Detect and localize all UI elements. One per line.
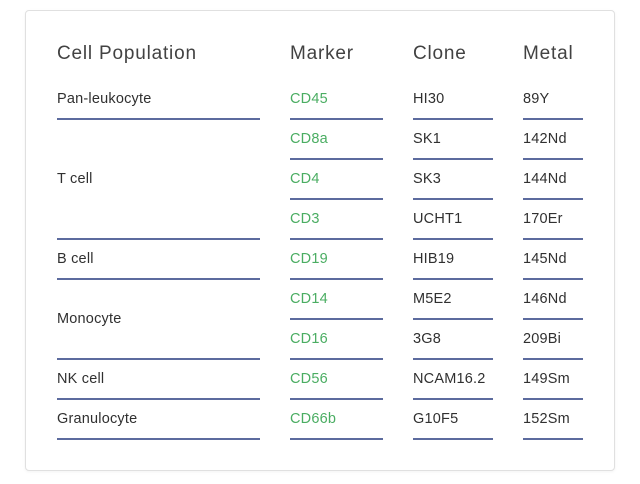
population-cell-monocyte: Monocyte (57, 280, 260, 360)
clone-cell-3g8: 3G8 (413, 320, 493, 360)
metal-cell-209bi: 209Bi (523, 320, 583, 360)
antibody-panel-table: Cell Population Marker Clone Metal Pan-l… (57, 36, 583, 440)
population-cell-granulocyte: Granulocyte (57, 400, 260, 440)
marker-link-cd19[interactable]: CD19 (290, 240, 383, 280)
metal-cell-144nd: 144Nd (523, 160, 583, 200)
marker-link-cd4[interactable]: CD4 (290, 160, 383, 200)
metal-cell-146nd: 146Nd (523, 280, 583, 320)
column-header-cell-population: Cell Population (57, 43, 197, 64)
clone-cell-hi30: HI30 (413, 80, 493, 120)
clone-cell-hib19: HIB19 (413, 240, 493, 280)
column-header-metal: Metal (523, 43, 574, 64)
marker-link-cd66b[interactable]: CD66b (290, 400, 383, 440)
marker-link-cd56[interactable]: CD56 (290, 360, 383, 400)
marker-link-cd14[interactable]: CD14 (290, 280, 383, 320)
population-cell-t-cell: T cell (57, 120, 260, 240)
marker-link-cd45[interactable]: CD45 (290, 80, 383, 120)
marker-link-cd8a[interactable]: CD8a (290, 120, 383, 160)
clone-cell-m5e2: M5E2 (413, 280, 493, 320)
marker-link-cd3[interactable]: CD3 (290, 200, 383, 240)
population-cell-b-cell: B cell (57, 240, 260, 280)
column-header-marker: Marker (290, 43, 354, 64)
clone-cell-sk1: SK1 (413, 120, 493, 160)
clone-cell-g10f5: G10F5 (413, 400, 493, 440)
clone-cell-ucht1: UCHT1 (413, 200, 493, 240)
antibody-panel-card: Cell Population Marker Clone Metal Pan-l… (25, 10, 615, 471)
metal-cell-170er: 170Er (523, 200, 583, 240)
population-cell-nk-cell: NK cell (57, 360, 260, 400)
clone-cell-sk3: SK3 (413, 160, 493, 200)
metal-cell-152sm: 152Sm (523, 400, 583, 440)
column-header-clone: Clone (413, 43, 467, 64)
metal-cell-142nd: 142Nd (523, 120, 583, 160)
metal-cell-89y: 89Y (523, 80, 583, 120)
metal-cell-145nd: 145Nd (523, 240, 583, 280)
population-cell-pan-leukocyte: Pan-leukocyte (57, 80, 260, 120)
metal-cell-149sm: 149Sm (523, 360, 583, 400)
clone-cell-ncam16-2: NCAM16.2 (413, 360, 493, 400)
marker-link-cd16[interactable]: CD16 (290, 320, 383, 360)
